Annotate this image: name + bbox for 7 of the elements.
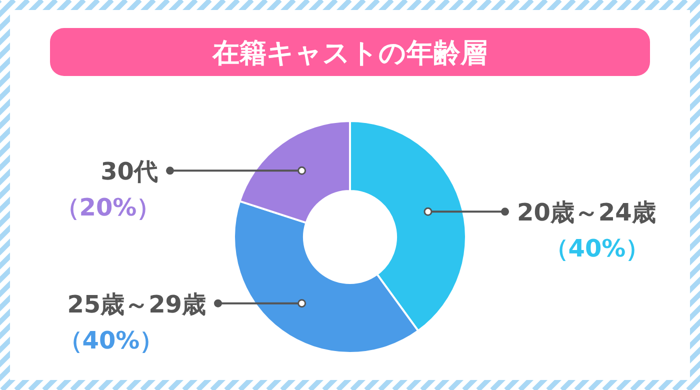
slice-label: 25歳～29歳 — [67, 290, 206, 318]
data-label: （40%） — [544, 234, 650, 263]
slice-label: 20歳～24歳 — [517, 198, 656, 227]
data-label: （20%） — [55, 194, 161, 222]
slice-label: 30代 — [100, 158, 158, 186]
data-label: （40%） — [58, 326, 164, 354]
chart-title: 在籍キャストの年齢層 — [212, 38, 488, 69]
